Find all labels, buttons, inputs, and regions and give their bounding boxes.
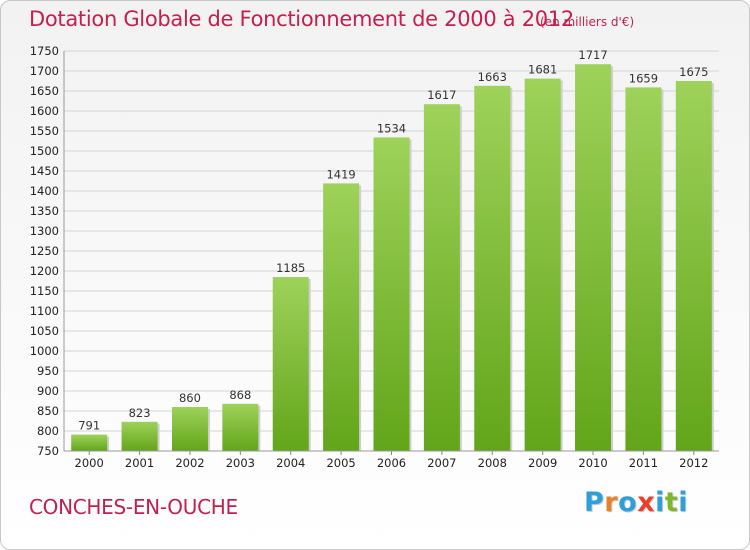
bar (373, 137, 410, 451)
x-tick-label: 2002 (175, 456, 204, 470)
bars (71, 64, 714, 452)
y-tick-label: 1250 (30, 244, 59, 258)
y-tick-label: 1000 (30, 344, 59, 358)
y-tick-label: 1600 (30, 104, 59, 118)
x-tick-label: 2012 (679, 456, 708, 470)
bar-value-label: 1717 (578, 48, 607, 62)
y-tick-label: 950 (37, 364, 59, 378)
y-tick-label: 1750 (30, 44, 59, 58)
y-tick-label: 1200 (30, 264, 59, 278)
y-tick-label: 1650 (30, 84, 59, 98)
bar (222, 403, 259, 451)
bar-value-label: 823 (129, 406, 151, 420)
x-tick-label: 2010 (578, 456, 607, 470)
y-tick-label: 1100 (30, 304, 59, 318)
bar (423, 104, 460, 451)
x-axis-ticks: 2000 2001 2002 2003 2004 2005 2006 2007 2008 2009… (75, 451, 708, 470)
proxiti-logo: Proxiti (584, 487, 688, 518)
y-tick-label: 850 (37, 404, 59, 418)
x-tick-label: 2011 (629, 456, 658, 470)
logo-letter: x (637, 487, 656, 518)
bar-value-label: 1675 (679, 65, 708, 79)
bar (474, 85, 511, 452)
bar (575, 64, 612, 451)
y-tick-label: 1350 (30, 204, 59, 218)
chart-title: Dotation Globale de Fonctionnement de 20… (29, 7, 574, 31)
logo-letter: P (584, 487, 605, 518)
y-tick-label: 1050 (30, 324, 59, 338)
bar (121, 421, 158, 451)
y-tick-label: 750 (37, 444, 59, 458)
y-tick-label: 800 (37, 424, 59, 438)
town-name: CONCHES-EN-OUCHE (29, 495, 238, 519)
y-tick-label: 1400 (30, 184, 59, 198)
bar (171, 407, 208, 451)
bar-value-label: 1659 (629, 71, 658, 85)
y-tick-label: 1700 (30, 64, 59, 78)
x-tick-label: 2000 (75, 456, 104, 470)
bar-value-label: 1534 (377, 121, 406, 135)
bar (323, 183, 360, 451)
y-tick-label: 1300 (30, 224, 59, 238)
x-tick-label: 2003 (226, 456, 255, 470)
bar-value-label: 868 (229, 388, 251, 402)
bar (524, 78, 561, 451)
x-tick-label: 2006 (377, 456, 406, 470)
y-axis-ticks: 750 800 850 900 950 1000 1050 1100 1150 1200 1250 1… (30, 44, 59, 458)
value-labels: 791 823 860 868 1185 1419 1534 1617 1663 1681 1717… (78, 48, 708, 432)
y-tick-label: 900 (37, 384, 59, 398)
x-tick-label: 2007 (427, 456, 456, 470)
bar-value-label: 1663 (478, 70, 507, 84)
x-tick-label: 2004 (276, 456, 305, 470)
logo-letter: o (618, 487, 638, 518)
bar-value-label: 1681 (528, 63, 557, 77)
x-tick-label: 2001 (125, 456, 154, 470)
bar (625, 87, 662, 452)
bar-value-label: 1185 (276, 261, 305, 275)
x-tick-label: 2009 (528, 456, 557, 470)
bar-value-label: 791 (78, 419, 100, 433)
logo-letter: r (604, 487, 619, 518)
bar-value-label: 860 (179, 391, 201, 405)
bar (675, 81, 712, 451)
bar-value-label: 1617 (427, 88, 456, 102)
chart-subtitle: (en milliers d'€) (540, 15, 635, 29)
bar-value-label: 1419 (326, 167, 355, 181)
axes (63, 51, 719, 452)
y-tick-label: 1450 (30, 164, 59, 178)
logo-letter: t (664, 487, 679, 518)
logo-letter: i (678, 487, 689, 518)
bar (272, 277, 309, 451)
y-tick-label: 1150 (30, 284, 59, 298)
x-tick-label: 2005 (326, 456, 355, 470)
x-tick-label: 2008 (478, 456, 507, 470)
y-tick-label: 1500 (30, 144, 59, 158)
bar (71, 434, 108, 451)
logo-letter: i (655, 487, 665, 518)
y-tick-label: 1550 (30, 124, 59, 138)
